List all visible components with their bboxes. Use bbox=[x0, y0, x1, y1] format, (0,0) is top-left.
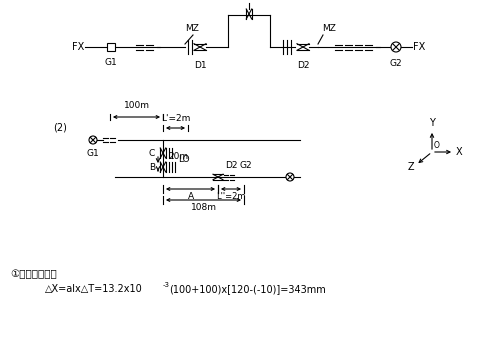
Text: MZ: MZ bbox=[322, 24, 336, 33]
Text: MZ: MZ bbox=[185, 24, 199, 33]
Text: G1: G1 bbox=[87, 149, 99, 158]
Text: G2: G2 bbox=[390, 59, 402, 68]
Text: 100m: 100m bbox=[124, 101, 149, 110]
Circle shape bbox=[89, 136, 97, 144]
Text: (2): (2) bbox=[53, 123, 67, 133]
Text: L''=2m: L''=2m bbox=[216, 192, 246, 201]
Bar bbox=[107, 43, 115, 51]
Text: (100+100)x[120-(-10)]=343mm: (100+100)x[120-(-10)]=343mm bbox=[169, 284, 326, 294]
Text: Y: Y bbox=[429, 118, 435, 128]
Text: G2: G2 bbox=[240, 161, 252, 170]
Text: Z: Z bbox=[407, 162, 414, 172]
Text: O: O bbox=[434, 141, 440, 150]
Text: A: A bbox=[187, 192, 193, 201]
Circle shape bbox=[391, 42, 401, 52]
Text: LO: LO bbox=[178, 156, 189, 164]
Text: ①确定位移量：: ①确定位移量： bbox=[10, 269, 57, 279]
Text: 20m: 20m bbox=[168, 152, 188, 161]
Text: D1: D1 bbox=[193, 61, 206, 70]
Text: -3: -3 bbox=[163, 282, 170, 288]
Text: D2: D2 bbox=[297, 61, 309, 70]
Text: L'=2m: L'=2m bbox=[161, 114, 190, 123]
Text: B: B bbox=[149, 163, 155, 171]
Text: D2: D2 bbox=[225, 161, 238, 170]
Text: FX: FX bbox=[413, 42, 425, 52]
Text: G1: G1 bbox=[105, 58, 118, 67]
Text: △X=alx△T=13.2x10: △X=alx△T=13.2x10 bbox=[45, 284, 143, 294]
Circle shape bbox=[286, 173, 294, 181]
Text: FX: FX bbox=[72, 42, 84, 52]
Text: X: X bbox=[456, 147, 463, 157]
Text: C: C bbox=[149, 149, 155, 157]
Text: 108m: 108m bbox=[190, 203, 216, 212]
